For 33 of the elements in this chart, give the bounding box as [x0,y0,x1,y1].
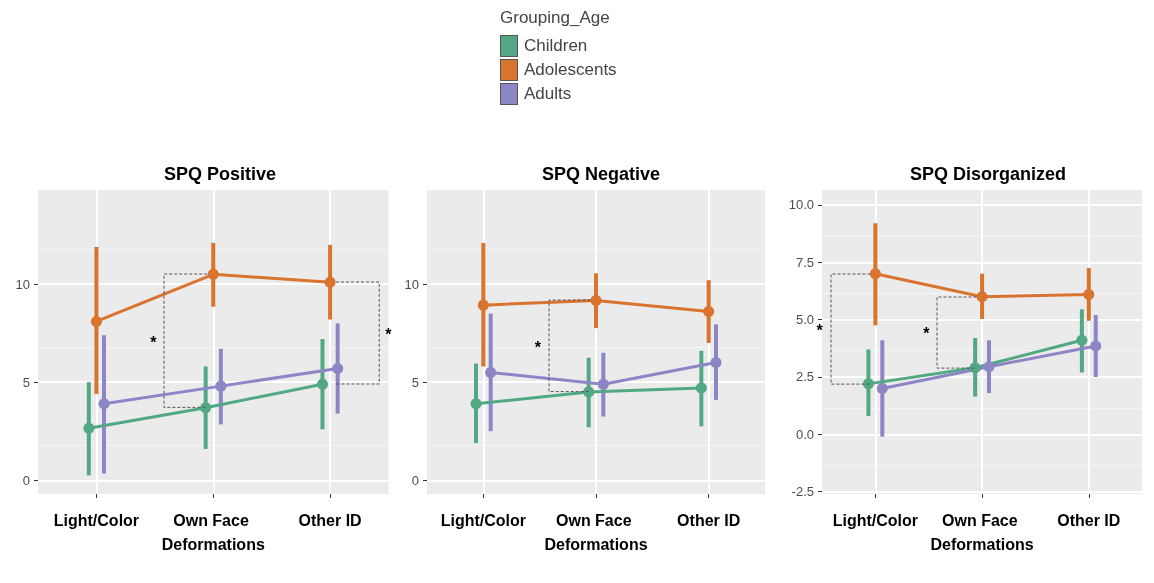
y-tick-label: 10 [404,276,419,292]
y-tick-label: 7.5 [795,254,814,270]
y-tick-label: 0 [22,472,30,488]
legend-label: Adults [524,84,572,104]
legend-label: Children [524,36,588,56]
y-tick-label: -2.5 [791,484,814,500]
x-tick-label: Own Face Deformations [930,511,1034,553]
annotation: * [534,339,541,357]
y-tick-label: 5 [22,374,30,390]
y-tick-label: 2.5 [795,369,814,385]
y-tick-label: 5 [411,374,419,390]
x-tick-label: Other ID [298,511,362,529]
chart-title: SPQ Negative [541,164,661,184]
y-tick-label: 0.0 [795,426,814,442]
chart-title: SPQ Disorganized [909,164,1067,184]
y-tick-label: 0 [411,472,419,488]
y-tick-label: 10 [15,276,30,292]
x-tick-label: Own Face Deformations [544,511,648,553]
x-tick-label: Other ID [1057,511,1121,529]
y-tick-label: 5.0 [795,312,814,328]
y-tick-label: 10.0 [788,197,814,213]
annotation: * [385,326,392,344]
annotation: * [150,334,157,352]
annotation: * [923,325,930,343]
legend-label: Adolescents [524,60,617,80]
chart-title: SPQ Positive [163,164,277,184]
x-tick-label: Light/Color [53,511,140,529]
legend-title: Grouping_Age [500,8,611,28]
x-tick-label: Light/Color [440,511,526,529]
x-tick-label: Other ID [677,511,741,529]
x-tick-label: Light/Color [832,511,919,529]
x-tick-label: Own Face Deformations [161,511,265,553]
annotation: * [816,321,823,339]
